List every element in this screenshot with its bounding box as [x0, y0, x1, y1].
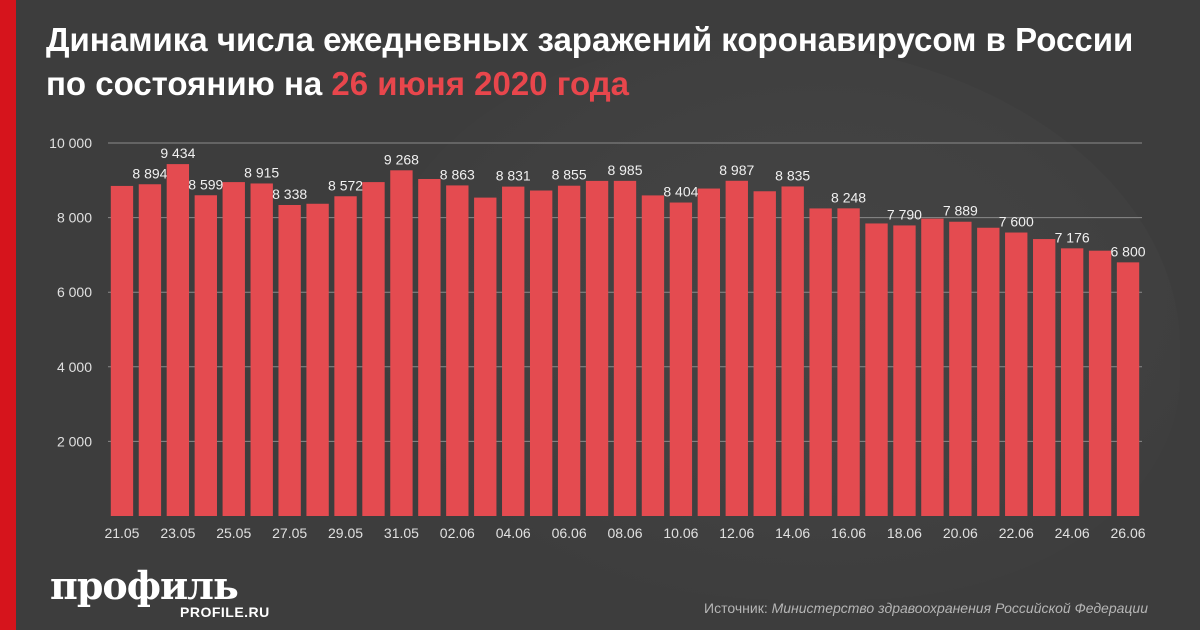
bar — [138, 184, 162, 517]
data-label: 9 434 — [160, 145, 195, 161]
y-tick-label: 10 000 — [49, 135, 92, 151]
bar — [418, 178, 441, 516]
data-label: 7 600 — [999, 214, 1034, 230]
bar — [222, 182, 245, 516]
x-tick-label: 06.06 — [552, 525, 587, 541]
x-tick-label: 20.06 — [943, 525, 978, 541]
x-tick-label: 18.06 — [887, 525, 922, 541]
x-tick-label: 21.05 — [104, 525, 139, 541]
y-tick-label: 2 000 — [57, 433, 92, 449]
bar — [837, 208, 860, 516]
bar — [194, 195, 217, 516]
x-tick-label: 14.06 — [775, 525, 810, 541]
profile-logo-url: PROFILE.RU — [180, 604, 270, 620]
bar — [977, 227, 1000, 516]
x-tick-label: 25.05 — [216, 525, 251, 541]
bar — [334, 196, 357, 516]
x-tick-label: 10.06 — [663, 525, 698, 541]
bar — [781, 186, 804, 516]
y-tick-label: 8 000 — [57, 210, 92, 226]
data-label: 6 800 — [1111, 243, 1146, 259]
bar — [446, 185, 469, 516]
bar — [865, 223, 888, 516]
data-label: 9 268 — [384, 151, 419, 167]
bar — [1088, 250, 1112, 516]
data-label: 7 889 — [943, 203, 978, 219]
bar — [1005, 232, 1028, 516]
x-tick-label: 02.06 — [440, 525, 475, 541]
source-note: Источник: Министерство здравоохранения Р… — [704, 600, 1148, 616]
bar — [557, 185, 581, 516]
x-tick-label: 31.05 — [384, 525, 419, 541]
data-label: 8 855 — [552, 167, 587, 183]
bar — [390, 170, 413, 517]
x-tick-label: 26.06 — [1111, 525, 1146, 541]
y-tick-label: 4 000 — [57, 359, 92, 375]
bar — [613, 180, 637, 516]
x-tick-label: 16.06 — [831, 525, 866, 541]
y-tick-label: 6 000 — [57, 284, 92, 300]
x-tick-label: 08.06 — [607, 525, 642, 541]
accent-strip — [0, 0, 16, 630]
chart-title-main: Динамика числа ежедневных заражений коро… — [46, 21, 1134, 102]
data-label: 8 599 — [188, 176, 223, 192]
bar — [669, 202, 693, 516]
bar — [278, 204, 301, 516]
bar — [809, 208, 832, 516]
bar — [529, 190, 553, 516]
profile-logo: профиль — [50, 563, 239, 608]
data-label: 7 790 — [887, 206, 922, 222]
chart-title-date: 26 июня 2020 года — [331, 65, 630, 102]
bar — [585, 180, 609, 517]
x-tick-label: 12.06 — [719, 525, 754, 541]
source-label: Источник: — [704, 600, 772, 616]
x-tick-label: 04.06 — [496, 525, 531, 541]
bar — [110, 185, 134, 516]
bar — [949, 221, 972, 516]
data-label: 8 338 — [272, 186, 307, 202]
data-label: 8 404 — [663, 184, 698, 200]
x-tick-label: 24.06 — [1055, 525, 1090, 541]
data-label: 8 835 — [775, 167, 810, 183]
bar — [1033, 239, 1056, 517]
bar — [1060, 248, 1084, 516]
bar — [921, 218, 944, 516]
bar — [753, 191, 776, 516]
x-tick-label: 29.05 — [328, 525, 363, 541]
data-label: 8 894 — [132, 165, 167, 181]
data-label: 7 176 — [1055, 229, 1090, 245]
data-label: 8 987 — [719, 162, 754, 178]
bar — [725, 180, 748, 516]
data-label: 8 248 — [831, 189, 866, 205]
bar — [166, 164, 190, 516]
bar — [1116, 262, 1140, 516]
bar — [893, 225, 916, 517]
source-text: Министерство здравоохранения Российской … — [771, 600, 1148, 616]
data-label: 8 985 — [607, 162, 642, 178]
data-label: 8 572 — [328, 177, 363, 193]
bar — [502, 186, 525, 516]
data-label: 8 915 — [244, 164, 279, 180]
bar — [306, 203, 329, 516]
chart-title: Динамика числа ежедневных заражений коро… — [46, 18, 1166, 106]
bar — [362, 182, 385, 516]
bar — [474, 197, 497, 517]
x-tick-label: 27.05 — [272, 525, 307, 541]
bar — [250, 183, 273, 516]
data-label: 8 831 — [496, 168, 531, 184]
data-label: 8 863 — [440, 166, 475, 182]
bar — [697, 188, 721, 516]
bar — [641, 195, 665, 516]
x-tick-label: 23.05 — [160, 525, 195, 541]
x-tick-label: 22.06 — [999, 525, 1034, 541]
